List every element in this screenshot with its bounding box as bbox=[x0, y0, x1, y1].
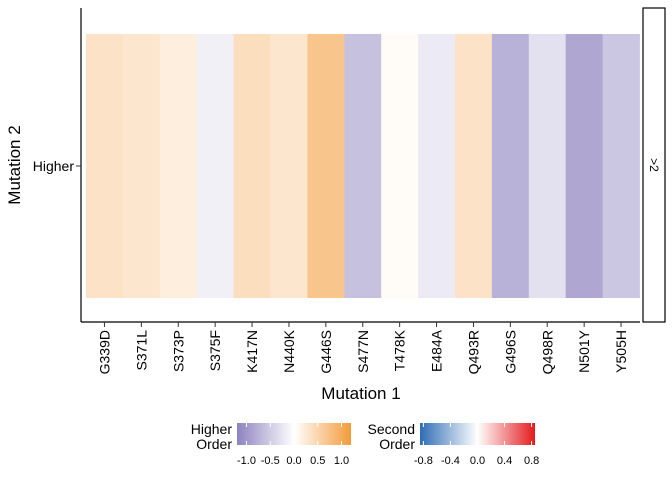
facet-strip-label: >2 bbox=[647, 158, 661, 172]
heatmap-cell bbox=[159, 34, 198, 298]
x-axis-title: Mutation 1 bbox=[321, 384, 400, 403]
heatmap-cell bbox=[270, 34, 308, 298]
colorbar-tick-label: 0.8 bbox=[524, 455, 539, 467]
heatmap-cell bbox=[122, 34, 161, 298]
colorbar bbox=[237, 423, 351, 445]
x-tick-label: Q493R bbox=[465, 330, 481, 374]
legend-title: Higher bbox=[191, 421, 233, 437]
x-tick-label: N440K bbox=[281, 329, 297, 372]
y-tick-label: Higher bbox=[33, 158, 75, 174]
x-tick-label: G496S bbox=[502, 330, 518, 374]
x-tick-label: Q498R bbox=[539, 330, 555, 374]
colorbar-tick-label: -1.0 bbox=[237, 455, 256, 467]
heatmap-cell bbox=[455, 34, 493, 298]
colorbar-tick-label: 0.4 bbox=[497, 455, 512, 467]
heatmap-cell bbox=[86, 34, 124, 298]
heatmap-cell bbox=[196, 34, 234, 298]
x-tick-label: G339D bbox=[96, 330, 112, 374]
y-tick-labels: Higher bbox=[33, 158, 81, 174]
x-tick-label: S371L bbox=[133, 330, 149, 371]
x-tick-label: T478K bbox=[392, 329, 408, 371]
colorbar-tick-label: 0.0 bbox=[470, 455, 485, 467]
legend-title: Second bbox=[368, 421, 415, 437]
colorbar-tick-label: 1.0 bbox=[334, 455, 349, 467]
x-tick-label: Y505H bbox=[613, 330, 629, 373]
x-tick-label: S373P bbox=[170, 330, 186, 372]
x-tick-label: S477N bbox=[355, 330, 371, 373]
colorbar-tick-label: 0.5 bbox=[310, 455, 325, 467]
x-tick-label: G446S bbox=[318, 330, 334, 374]
heatmap-cell bbox=[528, 34, 567, 298]
legend-title: Order bbox=[196, 436, 232, 452]
y-axis-title: Mutation 2 bbox=[5, 125, 24, 204]
colorbar-tick-label: 0.0 bbox=[286, 455, 301, 467]
x-tick-label: K417N bbox=[244, 330, 260, 373]
colorbar bbox=[420, 423, 535, 445]
colorbar-tick-label: -0.4 bbox=[441, 455, 460, 467]
heatmap-cell bbox=[344, 34, 382, 298]
heatmap-tiles bbox=[86, 34, 640, 298]
x-tick-label: N501Y bbox=[576, 329, 592, 372]
heatmap-cell bbox=[491, 34, 530, 298]
x-tick-label: S375F bbox=[207, 330, 223, 371]
heatmap-cell bbox=[565, 34, 603, 298]
heatmap-cell bbox=[418, 34, 456, 298]
heatmap-cell bbox=[381, 34, 419, 298]
heatmap-cell bbox=[233, 34, 271, 298]
heatmap-cell bbox=[307, 34, 345, 298]
heatmap-cell bbox=[602, 34, 640, 298]
legend-title: Order bbox=[379, 436, 415, 452]
colorbar-tick-label: -0.8 bbox=[414, 455, 433, 467]
x-tick-labels: G339D S371L S373P S375F K417N N440K G446S S477N… bbox=[96, 322, 629, 374]
colorbar-tick-label: -0.5 bbox=[261, 455, 280, 467]
x-tick-label: E484A bbox=[429, 329, 445, 372]
facet-strip bbox=[642, 7, 666, 323]
